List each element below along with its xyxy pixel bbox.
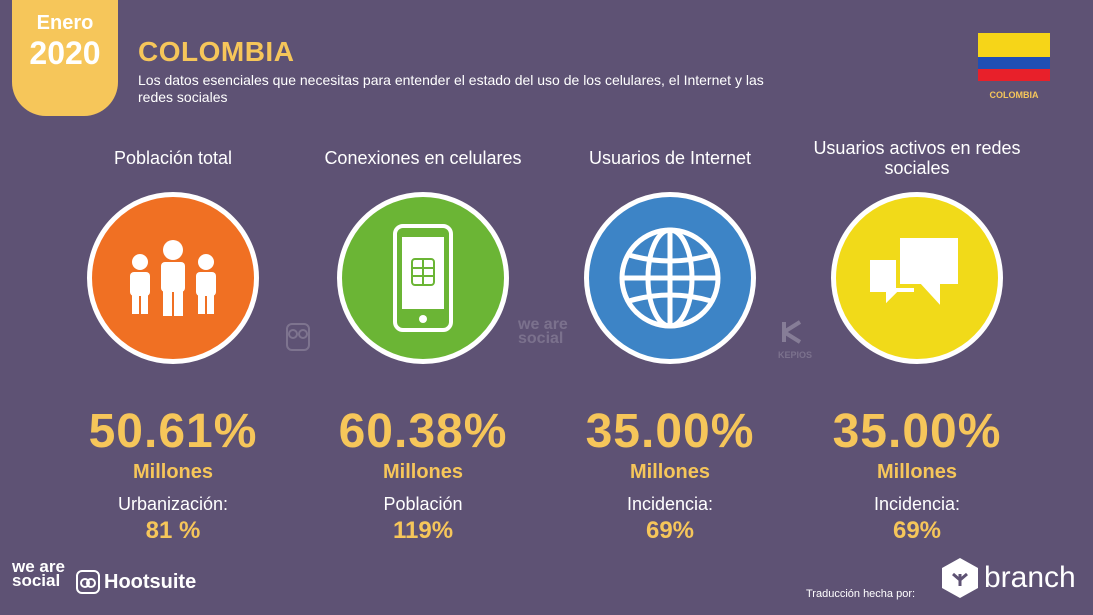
stat-unit: Millones — [132, 461, 213, 483]
stat-unit: Millones — [382, 461, 463, 483]
hootsuite-logo: Hootsuite — [76, 570, 196, 594]
branch-logo: branch — [940, 556, 1076, 600]
stat-unit: Millones — [876, 461, 957, 483]
stat-desc: Incidencia: — [626, 494, 714, 514]
stat-desc-value: 81 % — [145, 517, 201, 544]
translation-credit: Traducción hecha por: — [806, 588, 916, 600]
kepios-watermark: KEPIOS — [778, 320, 813, 362]
branch-label: branch — [984, 561, 1076, 594]
flag-caption: COLOMBIA — [989, 90, 1039, 100]
branch-icon — [942, 558, 978, 598]
stat-desc: Población — [383, 494, 463, 514]
globe-icon — [584, 192, 756, 364]
hootsuite-watermark-icon — [285, 322, 311, 355]
stat-label: Conexiones en celulares — [324, 148, 522, 168]
badge-month: Enero — [36, 12, 94, 34]
stat-population: Población total 50.61% Millones Urbaniza… — [63, 130, 283, 545]
stat-value: 60.38% — [338, 405, 508, 458]
stat-desc-value: 69% — [892, 517, 942, 544]
page-subtitle: Los datos esenciales que necesitas para … — [138, 72, 764, 105]
phone-icon — [337, 192, 509, 364]
chat-icon — [831, 192, 1003, 364]
date-badge: Enero 2020 — [12, 0, 118, 116]
stat-label: Población total — [113, 148, 233, 168]
stat-label: Usuarios activos en redes sociales — [813, 138, 1021, 178]
stat-desc: Urbanización: — [117, 494, 229, 514]
stat-label: Usuarios de Internet — [588, 148, 752, 168]
stat-value: 35.00% — [585, 405, 755, 458]
stat-mobile: Conexiones en celulares 60.38% Millones … — [313, 130, 533, 545]
stat-unit: Millones — [629, 461, 710, 483]
page-title: COLOMBIA — [138, 36, 295, 67]
stat-desc-value: 119% — [392, 517, 454, 544]
we-are-social-logo: we are social — [12, 557, 65, 590]
stat-desc: Incidencia: — [873, 494, 961, 514]
colombia-flag-icon — [978, 33, 1050, 81]
stat-internet: Usuarios de Internet 35.00% Millones Inc… — [560, 130, 780, 545]
kepios-label: KEPIOS — [778, 350, 813, 360]
people-icon — [87, 192, 259, 364]
owl-icon — [76, 570, 100, 594]
stat-value: 50.61% — [88, 405, 258, 458]
stat-desc-value: 69% — [645, 517, 695, 544]
stat-social: Usuarios activos en redes sociales 35.00… — [807, 130, 1027, 545]
we-are-social-watermark: we are social — [518, 316, 568, 347]
badge-year: 2020 — [29, 35, 101, 71]
hootsuite-label: Hootsuite — [104, 570, 197, 593]
stat-value: 35.00% — [832, 405, 1002, 458]
